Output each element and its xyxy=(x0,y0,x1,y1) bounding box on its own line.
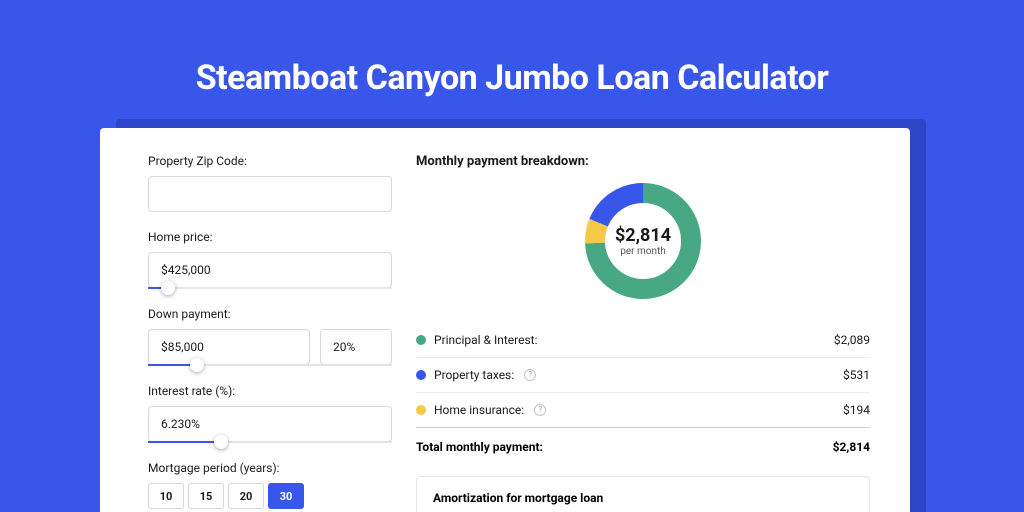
donut-amount: $2,814 xyxy=(615,225,671,246)
payment-donut-chart: $2,814 per month xyxy=(583,181,703,301)
breakdown-row: Property taxes:? $531 xyxy=(416,358,870,393)
mortgage-period-options: 10152030 xyxy=(148,483,392,509)
total-label: Total monthly payment: xyxy=(416,440,543,454)
breakdown-row: Principal & Interest: $2,089 xyxy=(416,323,870,358)
page-background: Steamboat Canyon Jumbo Loan Calculator P… xyxy=(0,0,1024,512)
down-payment-slider[interactable] xyxy=(148,364,392,366)
home-price-input[interactable] xyxy=(148,252,392,288)
interest-rate-label: Interest rate (%): xyxy=(148,384,392,398)
interest-rate-slider[interactable] xyxy=(148,441,392,443)
breakdown-row: Home insurance:? $194 xyxy=(416,393,870,428)
home-price-label: Home price: xyxy=(148,230,392,244)
down-payment-label: Down payment: xyxy=(148,307,392,321)
legend-dot xyxy=(416,405,426,415)
donut-wrap: $2,814 per month xyxy=(416,181,870,301)
total-value: $2,814 xyxy=(833,440,870,454)
mortgage-period-field: Mortgage period (years): 10152030 xyxy=(148,461,392,509)
page-title: Steamboat Canyon Jumbo Loan Calculator xyxy=(0,0,1024,98)
interest-rate-slider-fill xyxy=(148,441,221,443)
mortgage-period-option-30[interactable]: 30 xyxy=(268,483,304,509)
breakdown-row-left: Principal & Interest: xyxy=(416,333,538,347)
breakdown-value: $2,089 xyxy=(834,333,870,347)
legend-dot xyxy=(416,335,426,345)
down-payment-slider-thumb[interactable] xyxy=(190,358,204,372)
amortization-section: Amortization for mortgage loan Amortizat… xyxy=(416,476,870,512)
zip-field: Property Zip Code: xyxy=(148,154,392,212)
home-price-slider-thumb[interactable] xyxy=(161,281,175,295)
down-payment-amount-input[interactable] xyxy=(148,329,310,365)
interest-rate-input[interactable] xyxy=(148,406,392,442)
donut-sub: per month xyxy=(620,246,666,257)
down-payment-percent-input[interactable] xyxy=(320,329,392,365)
breakdown-value: $531 xyxy=(843,368,870,382)
info-icon[interactable]: ? xyxy=(534,404,546,416)
breakdown-rows: Principal & Interest: $2,089 Property taxe… xyxy=(416,323,870,428)
down-payment-row xyxy=(148,329,392,365)
breakdown-column: Monthly payment breakdown: $2,814 per mo… xyxy=(416,154,870,512)
breakdown-row-left: Home insurance:? xyxy=(416,403,546,417)
form-column: Property Zip Code: Home price: Down paym… xyxy=(148,154,392,512)
breakdown-value: $194 xyxy=(843,403,870,417)
breakdown-label: Home insurance: xyxy=(434,403,524,417)
breakdown-label: Principal & Interest: xyxy=(434,333,538,347)
breakdown-label: Property taxes: xyxy=(434,368,514,382)
mortgage-period-option-20[interactable]: 20 xyxy=(228,483,264,509)
interest-rate-slider-thumb[interactable] xyxy=(214,435,228,449)
breakdown-title: Monthly payment breakdown: xyxy=(416,154,870,169)
donut-center: $2,814 per month xyxy=(583,181,703,301)
calculator-card: Property Zip Code: Home price: Down paym… xyxy=(100,128,910,512)
interest-rate-field: Interest rate (%): xyxy=(148,384,392,443)
mortgage-period-option-10[interactable]: 10 xyxy=(148,483,184,509)
mortgage-period-option-15[interactable]: 15 xyxy=(188,483,224,509)
zip-label: Property Zip Code: xyxy=(148,154,392,168)
legend-dot xyxy=(416,370,426,380)
down-payment-field: Down payment: xyxy=(148,307,392,366)
home-price-slider[interactable] xyxy=(148,287,392,289)
info-icon[interactable]: ? xyxy=(524,369,536,381)
home-price-field: Home price: xyxy=(148,230,392,289)
total-row: Total monthly payment: $2,814 xyxy=(416,428,870,466)
amortization-title: Amortization for mortgage loan xyxy=(433,491,853,505)
mortgage-period-label: Mortgage period (years): xyxy=(148,461,392,475)
breakdown-row-left: Property taxes:? xyxy=(416,368,536,382)
zip-input[interactable] xyxy=(148,176,392,212)
card-columns: Property Zip Code: Home price: Down paym… xyxy=(100,128,910,512)
